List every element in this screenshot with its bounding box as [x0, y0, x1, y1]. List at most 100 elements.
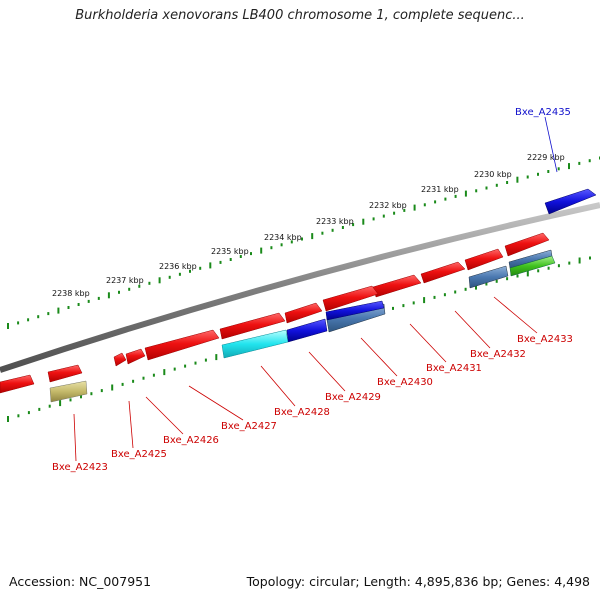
inner-scale-tick	[423, 297, 426, 304]
outer-scale-tick	[97, 296, 100, 300]
outer-scale-tick	[178, 272, 181, 276]
outer-scale-tick	[341, 226, 344, 229]
inner-scale-tick	[485, 282, 488, 286]
inner-scale-tick	[173, 367, 176, 371]
inner-scale-tick	[111, 384, 114, 391]
label-bxe-a2432[interactable]: Bxe_A2432	[470, 349, 526, 360]
outer-scale-tick	[290, 240, 293, 244]
inner-scale-tick	[392, 306, 394, 310]
inner-scale-tick	[152, 373, 155, 377]
gene-bxe-a2429[interactable]	[322, 285, 379, 312]
gene-blue-a2428[interactable]	[286, 318, 328, 343]
outer-scale-tick	[454, 194, 457, 198]
accession-text: Accession: NC_007951	[9, 574, 152, 589]
gene-bxe-a2423[interactable]	[47, 364, 83, 383]
outer-scale-tick	[7, 323, 9, 329]
inner-scale-tick	[204, 358, 207, 362]
scale-label-2238: 2238 kbp	[52, 289, 90, 298]
outer-scale-tick	[219, 260, 222, 264]
outer-scale-tick	[209, 262, 212, 269]
outer-scale-tick	[189, 269, 191, 273]
label-bxe-a2425[interactable]: Bxe_A2425	[111, 449, 167, 460]
outer-scale-tick	[547, 170, 550, 173]
gene-bxe-a2426[interactable]	[144, 329, 220, 361]
inner-scale-tick	[69, 398, 72, 402]
gene-bxe-a2432[interactable]	[464, 248, 504, 271]
outer-scale-tick	[588, 159, 591, 163]
outer-scale-tick	[331, 228, 334, 232]
inner-scale-tick	[132, 379, 135, 383]
outer-scale-tick	[27, 318, 30, 322]
gene-bxe-a2427[interactable]	[219, 312, 286, 340]
gene-labels[interactable]: Bxe_A2435 Bxe_A2433 Bxe_A2432 Bxe_A2431 …	[52, 107, 573, 473]
outer-scale-tick	[321, 231, 324, 235]
outer-tick-track	[7, 156, 600, 329]
outer-scale-tick	[537, 172, 539, 176]
scale-label-2236: 2236 kbp	[159, 262, 197, 271]
inner-scale-tick	[27, 411, 30, 415]
label-bxe-a2429[interactable]: Bxe_A2429	[325, 392, 381, 403]
gene-bxe-a2428[interactable]	[284, 302, 323, 324]
outer-scale-tick	[280, 243, 283, 247]
outer-scale-tick	[372, 217, 375, 221]
outer-scale-tick	[158, 277, 161, 284]
scale-label-2234: 2234 kbp	[264, 233, 302, 242]
outer-scale-tick	[311, 233, 314, 240]
inner-scale-tick	[80, 395, 82, 399]
label-bxe-a2433[interactable]: Bxe_A2433	[517, 334, 573, 345]
outer-scale-tick	[199, 266, 202, 270]
outer-scale-tick	[506, 181, 509, 184]
label-bxe-a2428[interactable]: Bxe_A2428	[274, 407, 330, 418]
inner-scale-tick	[495, 279, 498, 283]
label-bxe-a2427[interactable]: Bxe_A2427	[221, 421, 277, 432]
label-bxe-a2423[interactable]: Bxe_A2423	[52, 462, 108, 473]
map-title: Burkholderia xenovorans LB400 chromosome…	[75, 8, 525, 23]
outer-scale-tick	[260, 247, 263, 254]
outer-scale-tick	[578, 161, 581, 165]
gene-cyan-a2427[interactable]	[221, 329, 289, 359]
outer-scale-tick	[128, 287, 131, 291]
outer-scale-tick	[464, 190, 467, 197]
scale-label-2233: 2233 kbp	[316, 217, 354, 226]
scale-label-2231: 2231 kbp	[421, 185, 459, 194]
label-bxe-a2430[interactable]: Bxe_A2430	[377, 377, 433, 388]
gene-bxe-a2435[interactable]	[544, 188, 597, 215]
label-bxe-a2435[interactable]: Bxe_A2435	[515, 107, 571, 118]
gene-bxe-a2431[interactable]	[420, 261, 466, 284]
gene-steel-a2432[interactable]	[468, 265, 509, 289]
gene-bxe-a2425b[interactable]	[125, 348, 146, 365]
gene-bxe-a2422[interactable]	[0, 374, 35, 394]
inner-scale-tick	[17, 414, 20, 418]
label-bxe-a2426[interactable]: Bxe_A2426	[163, 435, 219, 446]
outer-scale-tick	[47, 312, 50, 316]
gene-olive-a2423[interactable]	[49, 380, 88, 403]
inner-scale-tick	[433, 295, 436, 299]
inner-scale-tick	[7, 416, 9, 422]
outer-scale-tick	[413, 204, 416, 211]
outer-scale-tick	[444, 197, 447, 201]
gene-bxe-a2433[interactable]	[504, 232, 550, 257]
inner-scale-tick	[568, 261, 571, 265]
outer-scale-tick	[403, 208, 406, 212]
gene-blue-a2429[interactable]	[325, 300, 385, 321]
scale-label-2237: 2237 kbp	[106, 276, 144, 285]
gene-bxe-a2430[interactable]	[372, 274, 422, 298]
inner-scale-tick	[142, 376, 145, 380]
outer-scale-tick	[568, 163, 570, 170]
outer-scale-tick	[17, 321, 20, 325]
inner-scale-tick	[412, 301, 415, 305]
gene-green-a2433[interactable]	[509, 255, 556, 277]
inner-scale-tick	[48, 404, 51, 408]
gene-bxe-a2425[interactable]	[113, 352, 127, 367]
outer-scale-tick	[393, 211, 396, 215]
gene-features[interactable]	[0, 188, 597, 403]
outer-scale-tick	[138, 284, 141, 288]
label-bxe-a2431[interactable]: Bxe_A2431	[426, 363, 482, 374]
outer-scale-tick	[57, 307, 60, 314]
scale-label-2232: 2232 kbp	[369, 201, 407, 210]
outer-scale-tick	[475, 189, 478, 193]
inner-scale-tick	[589, 256, 591, 260]
scale-label-2230: 2230 kbp	[474, 170, 512, 179]
outer-scale-tick	[229, 258, 232, 261]
